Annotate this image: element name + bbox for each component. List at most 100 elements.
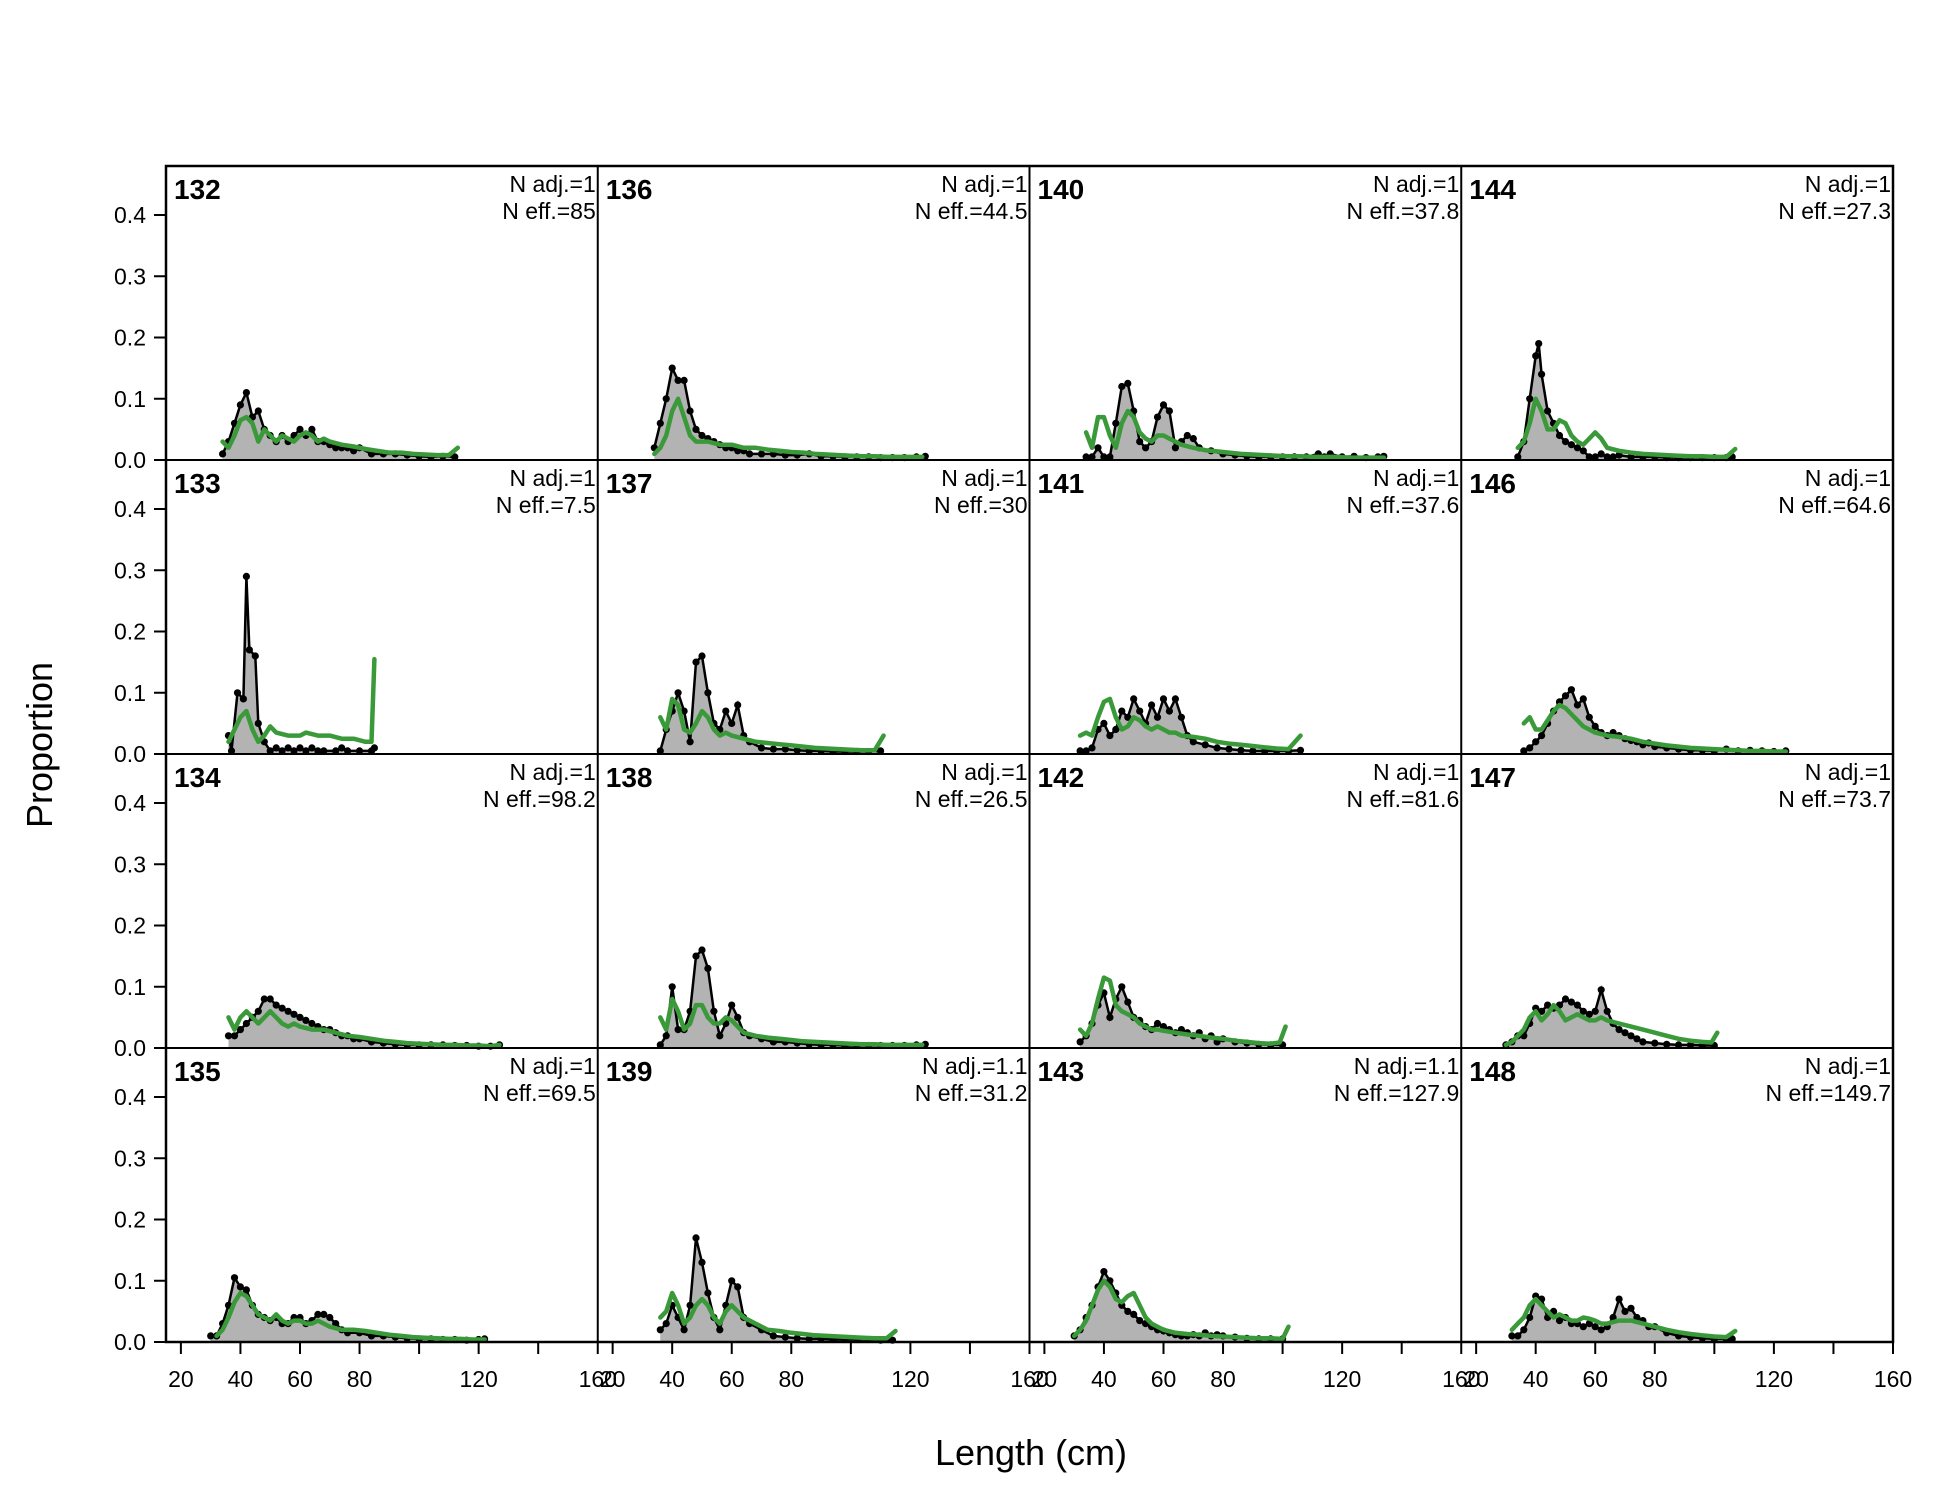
panel-label-144: 144 bbox=[1469, 174, 1516, 205]
n-eff-label-144: N eff.=27.3 bbox=[1778, 198, 1891, 224]
expected-line-148 bbox=[1509, 1296, 1738, 1340]
observed-area-135 bbox=[210, 1277, 485, 1342]
observed-point-140-10 bbox=[1142, 444, 1150, 452]
observed-point-140-2 bbox=[1094, 444, 1102, 452]
panel-label-143: 143 bbox=[1038, 1056, 1085, 1087]
observed-point-144-14 bbox=[1591, 453, 1599, 461]
x-tick-label-3-2: 60 bbox=[1582, 1366, 1608, 1392]
panel-142: 142 N adj.=1N eff.=81.6 bbox=[1029, 759, 1462, 1049]
observed-point-144-17 bbox=[1609, 453, 1617, 461]
observed-point-134-13 bbox=[302, 1016, 310, 1024]
x-tick-label-1-0: 20 bbox=[600, 1366, 626, 1392]
x-tick-label-2-1: 40 bbox=[1091, 1366, 1117, 1392]
observed-point-137-19 bbox=[793, 746, 801, 754]
observed-point-144-9 bbox=[1561, 438, 1570, 446]
x-tick-label-2-2: 60 bbox=[1151, 1366, 1177, 1392]
observed-point-132-31 bbox=[451, 453, 459, 461]
observed-point-147-13 bbox=[1579, 1007, 1587, 1015]
observed-point-146-12 bbox=[1591, 722, 1599, 731]
observed-point-148-15 bbox=[1597, 1326, 1605, 1334]
observed-point-141-23 bbox=[1237, 746, 1245, 754]
observed-point-133-14 bbox=[296, 744, 304, 752]
observed-point-137-16 bbox=[757, 744, 766, 752]
expected-line-144 bbox=[1515, 396, 1738, 460]
observed-point-133-13 bbox=[290, 747, 298, 755]
observed-point-148-20 bbox=[1627, 1304, 1635, 1312]
panel-132: 132 N adj.=1N eff.=85 bbox=[166, 171, 598, 461]
panel-label-134: 134 bbox=[174, 762, 221, 793]
observed-point-147-20 bbox=[1621, 1029, 1629, 1037]
y-axis-title: Proportion bbox=[19, 662, 60, 828]
observed-point-139-18 bbox=[781, 1333, 789, 1341]
observed-point-140-3 bbox=[1100, 453, 1108, 461]
observed-point-134-5 bbox=[254, 1007, 262, 1015]
observed-point-133-22 bbox=[355, 747, 364, 755]
observed-point-146-1 bbox=[1526, 744, 1534, 752]
observed-point-140-6 bbox=[1118, 382, 1126, 391]
y-tick-label-0-0: 0.0 bbox=[114, 447, 146, 473]
x-tick-label-3-3: 80 bbox=[1642, 1366, 1668, 1392]
x-tick-label-3-4: 120 bbox=[1755, 1366, 1793, 1392]
x-tick-label-1-4: 120 bbox=[891, 1366, 929, 1392]
observed-point-141-13 bbox=[1153, 713, 1162, 721]
observed-point-146-9 bbox=[1573, 701, 1581, 709]
observed-point-141-20 bbox=[1201, 741, 1209, 749]
observed-point-146-10 bbox=[1579, 695, 1587, 703]
observed-point-144-16 bbox=[1603, 453, 1611, 461]
observed-point-139-17 bbox=[769, 1332, 778, 1340]
panel-label-137: 137 bbox=[606, 468, 653, 499]
y-tick-label-0-1: 0.1 bbox=[114, 386, 146, 412]
panel-label-140: 140 bbox=[1038, 174, 1085, 205]
observed-area-134 bbox=[228, 999, 500, 1048]
observed-point-143-10 bbox=[1130, 1310, 1138, 1318]
observed-point-137-0 bbox=[656, 747, 664, 755]
n-adj-label-133: N adj.=1 bbox=[509, 465, 595, 491]
observed-point-135-6 bbox=[242, 1286, 250, 1294]
n-adj-label-144: N adj.=1 bbox=[1805, 171, 1891, 197]
observed-point-141-14 bbox=[1159, 695, 1168, 703]
x-tick-label-2-4: 120 bbox=[1323, 1366, 1361, 1392]
panel-label-132: 132 bbox=[174, 174, 221, 205]
observed-point-140-18 bbox=[1189, 435, 1197, 443]
observed-point-136-4 bbox=[674, 376, 682, 384]
observed-point-134-10 bbox=[284, 1007, 292, 1015]
observed-point-140-0 bbox=[1082, 453, 1090, 461]
observed-point-133-17 bbox=[314, 747, 322, 755]
observed-point-143-11 bbox=[1136, 1317, 1144, 1325]
observed-area-138 bbox=[660, 950, 926, 1048]
observed-point-148-2 bbox=[1520, 1326, 1528, 1334]
observed-point-132-3 bbox=[236, 401, 244, 409]
observed-point-147-15 bbox=[1591, 1007, 1599, 1015]
y-tick-label-3-3: 0.3 bbox=[114, 1145, 146, 1171]
observed-point-133-12 bbox=[284, 744, 292, 752]
observed-point-141-28 bbox=[1296, 746, 1305, 754]
observed-point-141-0 bbox=[1076, 747, 1084, 755]
y-tick-label-0-2: 0.2 bbox=[114, 325, 146, 351]
observed-point-139-12 bbox=[728, 1277, 736, 1285]
observed-point-136-1 bbox=[656, 419, 664, 427]
observed-point-148-12 bbox=[1579, 1323, 1587, 1331]
n-eff-label-141: N eff.=37.6 bbox=[1347, 492, 1460, 518]
expected-line-138 bbox=[658, 996, 925, 1048]
observed-point-144-8 bbox=[1555, 431, 1564, 440]
y-tick-label-0-3: 0.3 bbox=[114, 263, 146, 289]
observed-point-140-13 bbox=[1159, 401, 1168, 409]
n-adj-label-136: N adj.=1 bbox=[941, 171, 1027, 197]
observed-point-140-5 bbox=[1112, 419, 1120, 427]
x-tick-label-0-2: 60 bbox=[287, 1366, 313, 1392]
x-tick-label-3-1: 40 bbox=[1523, 1366, 1549, 1392]
observed-point-141-21 bbox=[1213, 744, 1221, 752]
expected-line-135 bbox=[214, 1290, 487, 1342]
observed-point-147-25 bbox=[1663, 1040, 1671, 1048]
panel-label-148: 148 bbox=[1469, 1056, 1516, 1087]
n-eff-label-147: N eff.=73.7 bbox=[1778, 786, 1891, 812]
observed-point-137-8 bbox=[704, 689, 712, 697]
panel-147: 147 N adj.=1N eff.=73.7 bbox=[1461, 759, 1893, 1050]
observed-point-137-11 bbox=[722, 707, 730, 715]
observed-point-148-3 bbox=[1526, 1313, 1534, 1322]
n-eff-label-134: N eff.=98.2 bbox=[483, 786, 596, 812]
observed-point-142-0 bbox=[1076, 1038, 1084, 1046]
observed-point-148-8 bbox=[1555, 1317, 1564, 1325]
observed-point-133-18 bbox=[320, 747, 328, 755]
n-eff-label-136: N eff.=44.5 bbox=[915, 198, 1028, 224]
